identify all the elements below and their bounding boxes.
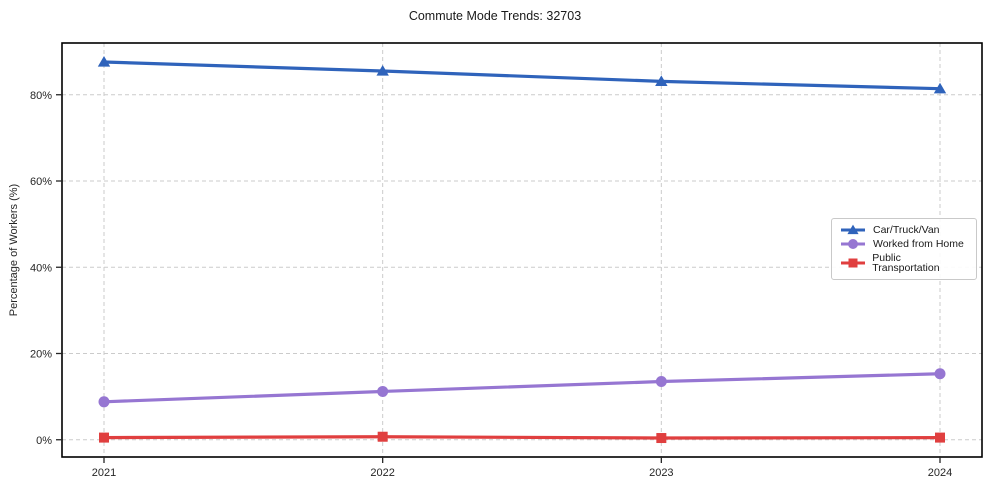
chart-title: Commute Mode Trends: 32703 — [408, 9, 582, 23]
legend-label: Car/Truck/Van — [873, 223, 940, 236]
triangle-marker-icon — [847, 224, 859, 235]
x-tick-label: 2022 — [370, 467, 394, 479]
legend-item: Car/Truck/Van — [840, 224, 968, 236]
y-tick-label: 20% — [30, 349, 52, 361]
legend-triangle-swatch-icon — [841, 224, 865, 235]
data-point-marker — [377, 431, 388, 442]
data-point-marker — [933, 82, 947, 94]
legend: Car/Truck/Van Worked from Home Public Tran… — [831, 218, 977, 280]
y-tick-label: 40% — [30, 262, 52, 274]
data-point-marker — [655, 75, 668, 86]
series-line — [102, 60, 942, 91]
data-point-marker — [377, 385, 389, 397]
x-tick-label: 2021 — [92, 467, 116, 479]
data-point-marker — [934, 368, 946, 380]
data-point-marker — [656, 433, 667, 444]
legend-circle-swatch-icon — [841, 239, 865, 250]
legend-item: Public Transportation — [840, 253, 968, 274]
square-marker-icon — [848, 258, 858, 268]
axes-border — [61, 42, 983, 458]
y-tick-label: 60% — [30, 176, 52, 188]
data-point-marker — [655, 376, 667, 388]
legend-item: Worked from Home — [840, 238, 968, 250]
series-line — [102, 372, 942, 404]
x-tick-label: 2024 — [928, 467, 952, 479]
legend-label: Public Transportation — [872, 251, 940, 275]
legend-label: Worked from Home — [873, 238, 964, 251]
legend-square-swatch-icon — [841, 258, 865, 268]
series-line — [102, 435, 942, 440]
x-tick-label: 2023 — [649, 467, 673, 479]
data-point-marker — [935, 432, 945, 443]
y-axis-label: Percentage of Workers (%) — [8, 183, 20, 317]
data-point-marker — [376, 65, 389, 76]
circle-marker-icon — [848, 239, 858, 250]
data-point-marker — [99, 432, 109, 443]
y-tick-label: 0% — [36, 435, 52, 447]
data-point-marker — [97, 55, 111, 67]
data-point-marker — [98, 396, 110, 408]
y-tick-label: 80% — [30, 90, 52, 102]
